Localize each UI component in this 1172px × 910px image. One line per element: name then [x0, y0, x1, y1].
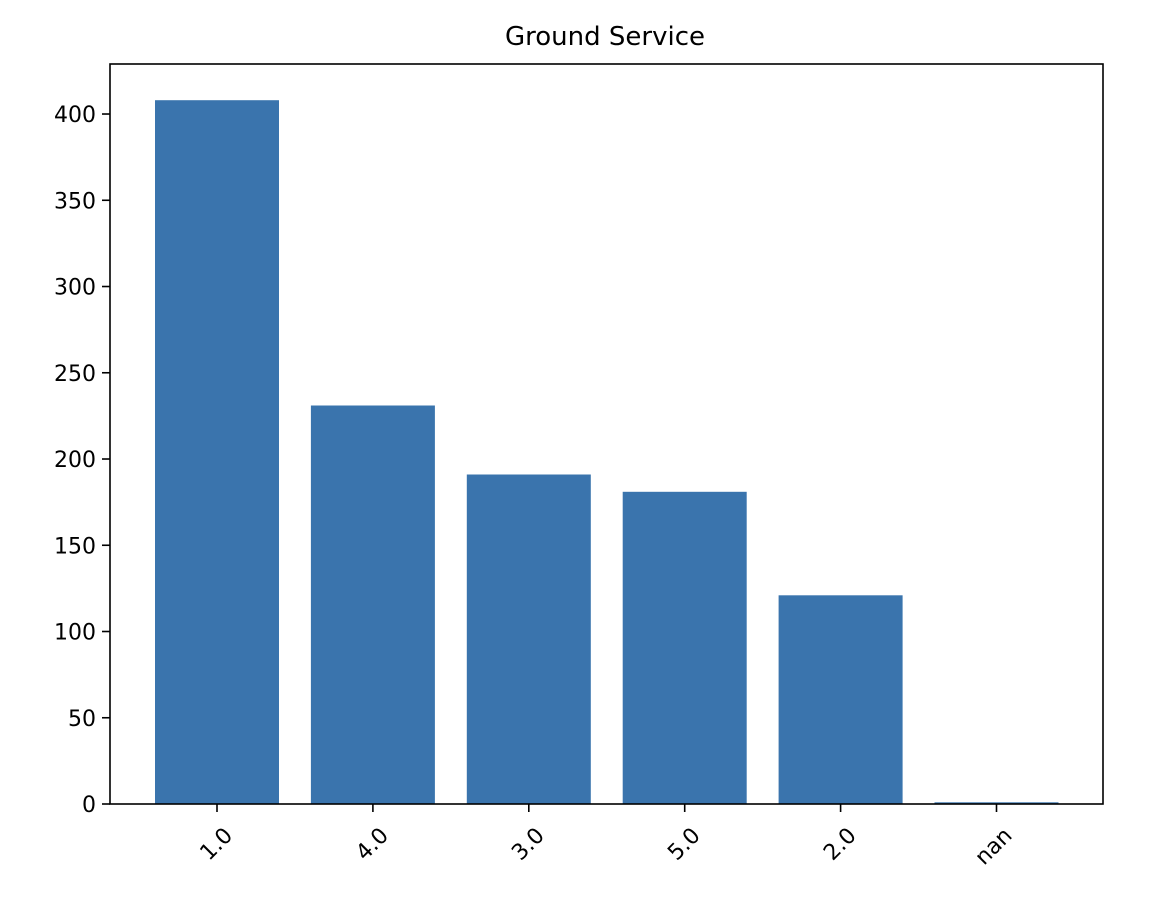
y-tick-label: 50: [68, 707, 96, 732]
bar-3.0: [466, 474, 591, 804]
x-tick-label: 3.0: [507, 823, 549, 865]
x-tick-label: 5.0: [663, 823, 705, 865]
x-axis: 1.0 4.0 3.0 5.0 2.0 nan: [196, 804, 1018, 870]
bar-4.0: [310, 405, 435, 804]
bar-nan: [934, 802, 1059, 804]
y-tick-label: 400: [54, 103, 96, 128]
y-axis: 0 50 100 150 200 250 300 350 400: [54, 103, 110, 818]
x-tick-label: 4.0: [351, 823, 393, 865]
y-tick-label: 150: [54, 534, 96, 559]
bar-1.0: [155, 100, 279, 804]
bars-group: [155, 100, 1059, 804]
plot-frame: [109, 63, 1104, 805]
bar-5.0: [622, 491, 747, 804]
chart-title: Ground Service: [505, 22, 705, 52]
y-tick-label: 300: [54, 276, 96, 301]
x-tick-label: nan: [971, 823, 1018, 870]
y-tick-label: 100: [54, 621, 96, 646]
x-tick-label: 1.0: [196, 823, 238, 865]
y-tick-label: 250: [54, 362, 96, 387]
x-tick-label: 2.0: [819, 823, 861, 865]
y-tick-label: 0: [82, 793, 96, 818]
bar-2.0: [778, 595, 903, 804]
y-tick-label: 200: [54, 448, 96, 473]
y-tick-label: 350: [54, 189, 96, 214]
